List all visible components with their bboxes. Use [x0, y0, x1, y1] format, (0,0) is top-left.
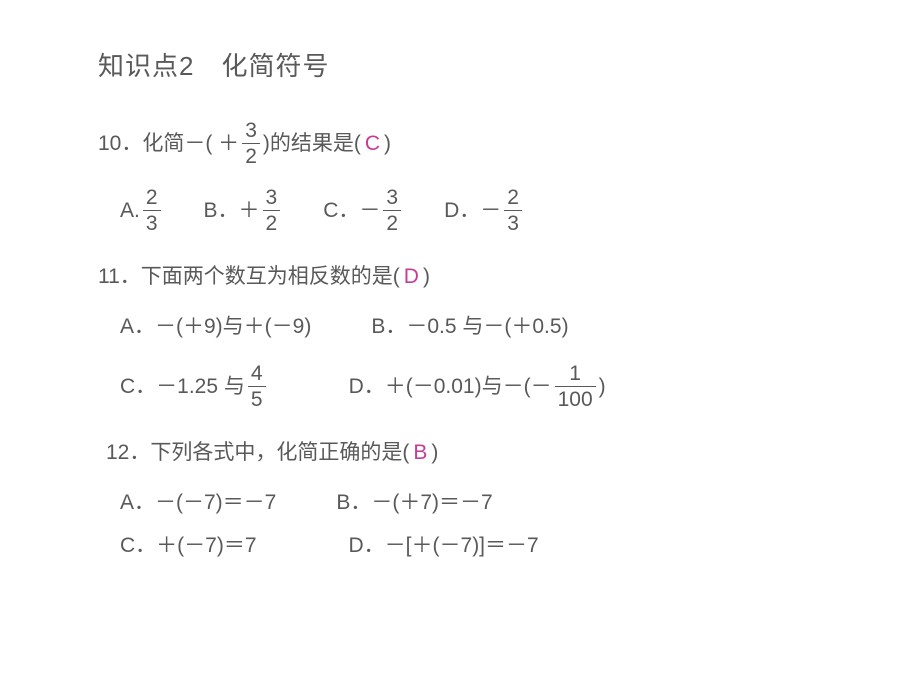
q10-opt-b: B．＋ 3 2	[204, 187, 284, 234]
opt-text-post: )	[599, 372, 606, 401]
q10-stem: 10．化简－( ＋ 3 2 )的结果是( C )	[98, 120, 920, 167]
frac-den: 3	[504, 210, 522, 234]
q11-opt-b: B．－0.5 与－(＋0.5)	[371, 312, 568, 341]
question-11: 11．下面两个数互为相反数的是( D ) A．－(＋9)与＋(－9) B．－0.…	[98, 262, 920, 410]
q10-options: A. 2 3 B．＋ 3 2 C．－ 3 2 D．－ 2 3	[120, 187, 920, 234]
q11-opt-d: D．＋(－0.01)与－(－ 1 100 )	[349, 363, 606, 410]
q11-answer: D	[404, 262, 419, 291]
opt-frac: 2 3	[504, 187, 522, 234]
q11-options-row2: C．－1.25 与 4 5 D．＋(－0.01)与－(－ 1 100 )	[120, 363, 920, 410]
q10-fraction: 3 2	[242, 120, 260, 167]
frac-num: 4	[248, 363, 266, 386]
opt-text: D．＋(－0.01)与－(－	[349, 372, 552, 401]
frac-num: 3	[242, 120, 260, 143]
frac-num: 1	[566, 363, 584, 386]
question-10: 10．化简－( ＋ 3 2 )的结果是( C ) A. 2 3 B．＋ 3 2 …	[98, 120, 920, 234]
q10-opt-c: C．－ 3 2	[323, 187, 404, 234]
frac-num: 3	[263, 187, 281, 210]
q10-opt-a: A. 2 3	[120, 187, 164, 234]
frac-num: 2	[143, 187, 161, 210]
question-12: 12．下列各式中，化简正确的是( B ) A．－(－7)＝－7 B．－(＋7)＝…	[98, 438, 920, 560]
section-title: 知识点2 化简符号	[98, 48, 920, 84]
q10-text-pre: 10．化简－( ＋	[98, 129, 239, 158]
frac-den: 3	[143, 210, 161, 234]
opt-label: A.	[120, 196, 140, 225]
frac-den: 5	[248, 386, 266, 410]
q12-close: )	[431, 438, 438, 467]
frac-den: 2	[383, 210, 401, 234]
frac-den: 2	[242, 143, 260, 167]
q11-text: 11．下面两个数互为相反数的是(	[98, 262, 400, 291]
opt-label: C．－	[323, 196, 380, 225]
q12-stem: 12．下列各式中，化简正确的是( B )	[106, 438, 920, 467]
q12-answer: B	[413, 438, 427, 467]
frac-num: 2	[504, 187, 522, 210]
opt-frac: 4 5	[248, 363, 266, 410]
q12-options-row1: A．－(－7)＝－7 B．－(＋7)＝－7	[120, 488, 920, 517]
opt-text: C．－1.25 与	[120, 372, 245, 401]
q12-opt-c: C．＋(－7)＝7	[120, 531, 257, 560]
q11-options-row1: A．－(＋9)与＋(－9) B．－0.5 与－(＋0.5)	[120, 312, 920, 341]
opt-label: D．－	[444, 196, 501, 225]
frac-den: 2	[263, 210, 281, 234]
q10-text-tail: )的结果是(	[263, 129, 361, 158]
q10-answer: C	[365, 129, 380, 158]
q12-opt-b: B．－(＋7)＝－7	[336, 488, 492, 517]
q11-close: )	[423, 262, 430, 291]
opt-frac: 3 2	[263, 187, 281, 234]
q11-opt-c: C．－1.25 与 4 5	[120, 363, 269, 410]
frac-den: 100	[555, 386, 596, 410]
q11-opt-a: A．－(＋9)与＋(－9)	[120, 312, 311, 341]
q12-opt-d: D．－[＋(－7)]＝－7	[349, 531, 539, 560]
q10-close: )	[384, 129, 391, 158]
q10-opt-d: D．－ 2 3	[444, 187, 525, 234]
opt-frac: 3 2	[383, 187, 401, 234]
frac-num: 3	[383, 187, 401, 210]
q12-options-row2: C．＋(－7)＝7 D．－[＋(－7)]＝－7	[120, 531, 920, 560]
q12-text: 12．下列各式中，化简正确的是(	[106, 438, 409, 467]
opt-frac: 2 3	[143, 187, 161, 234]
q11-stem: 11．下面两个数互为相反数的是( D )	[98, 262, 920, 291]
opt-frac: 1 100	[555, 363, 596, 410]
opt-label: B．＋	[204, 196, 260, 225]
q12-opt-a: A．－(－7)＝－7	[120, 488, 276, 517]
